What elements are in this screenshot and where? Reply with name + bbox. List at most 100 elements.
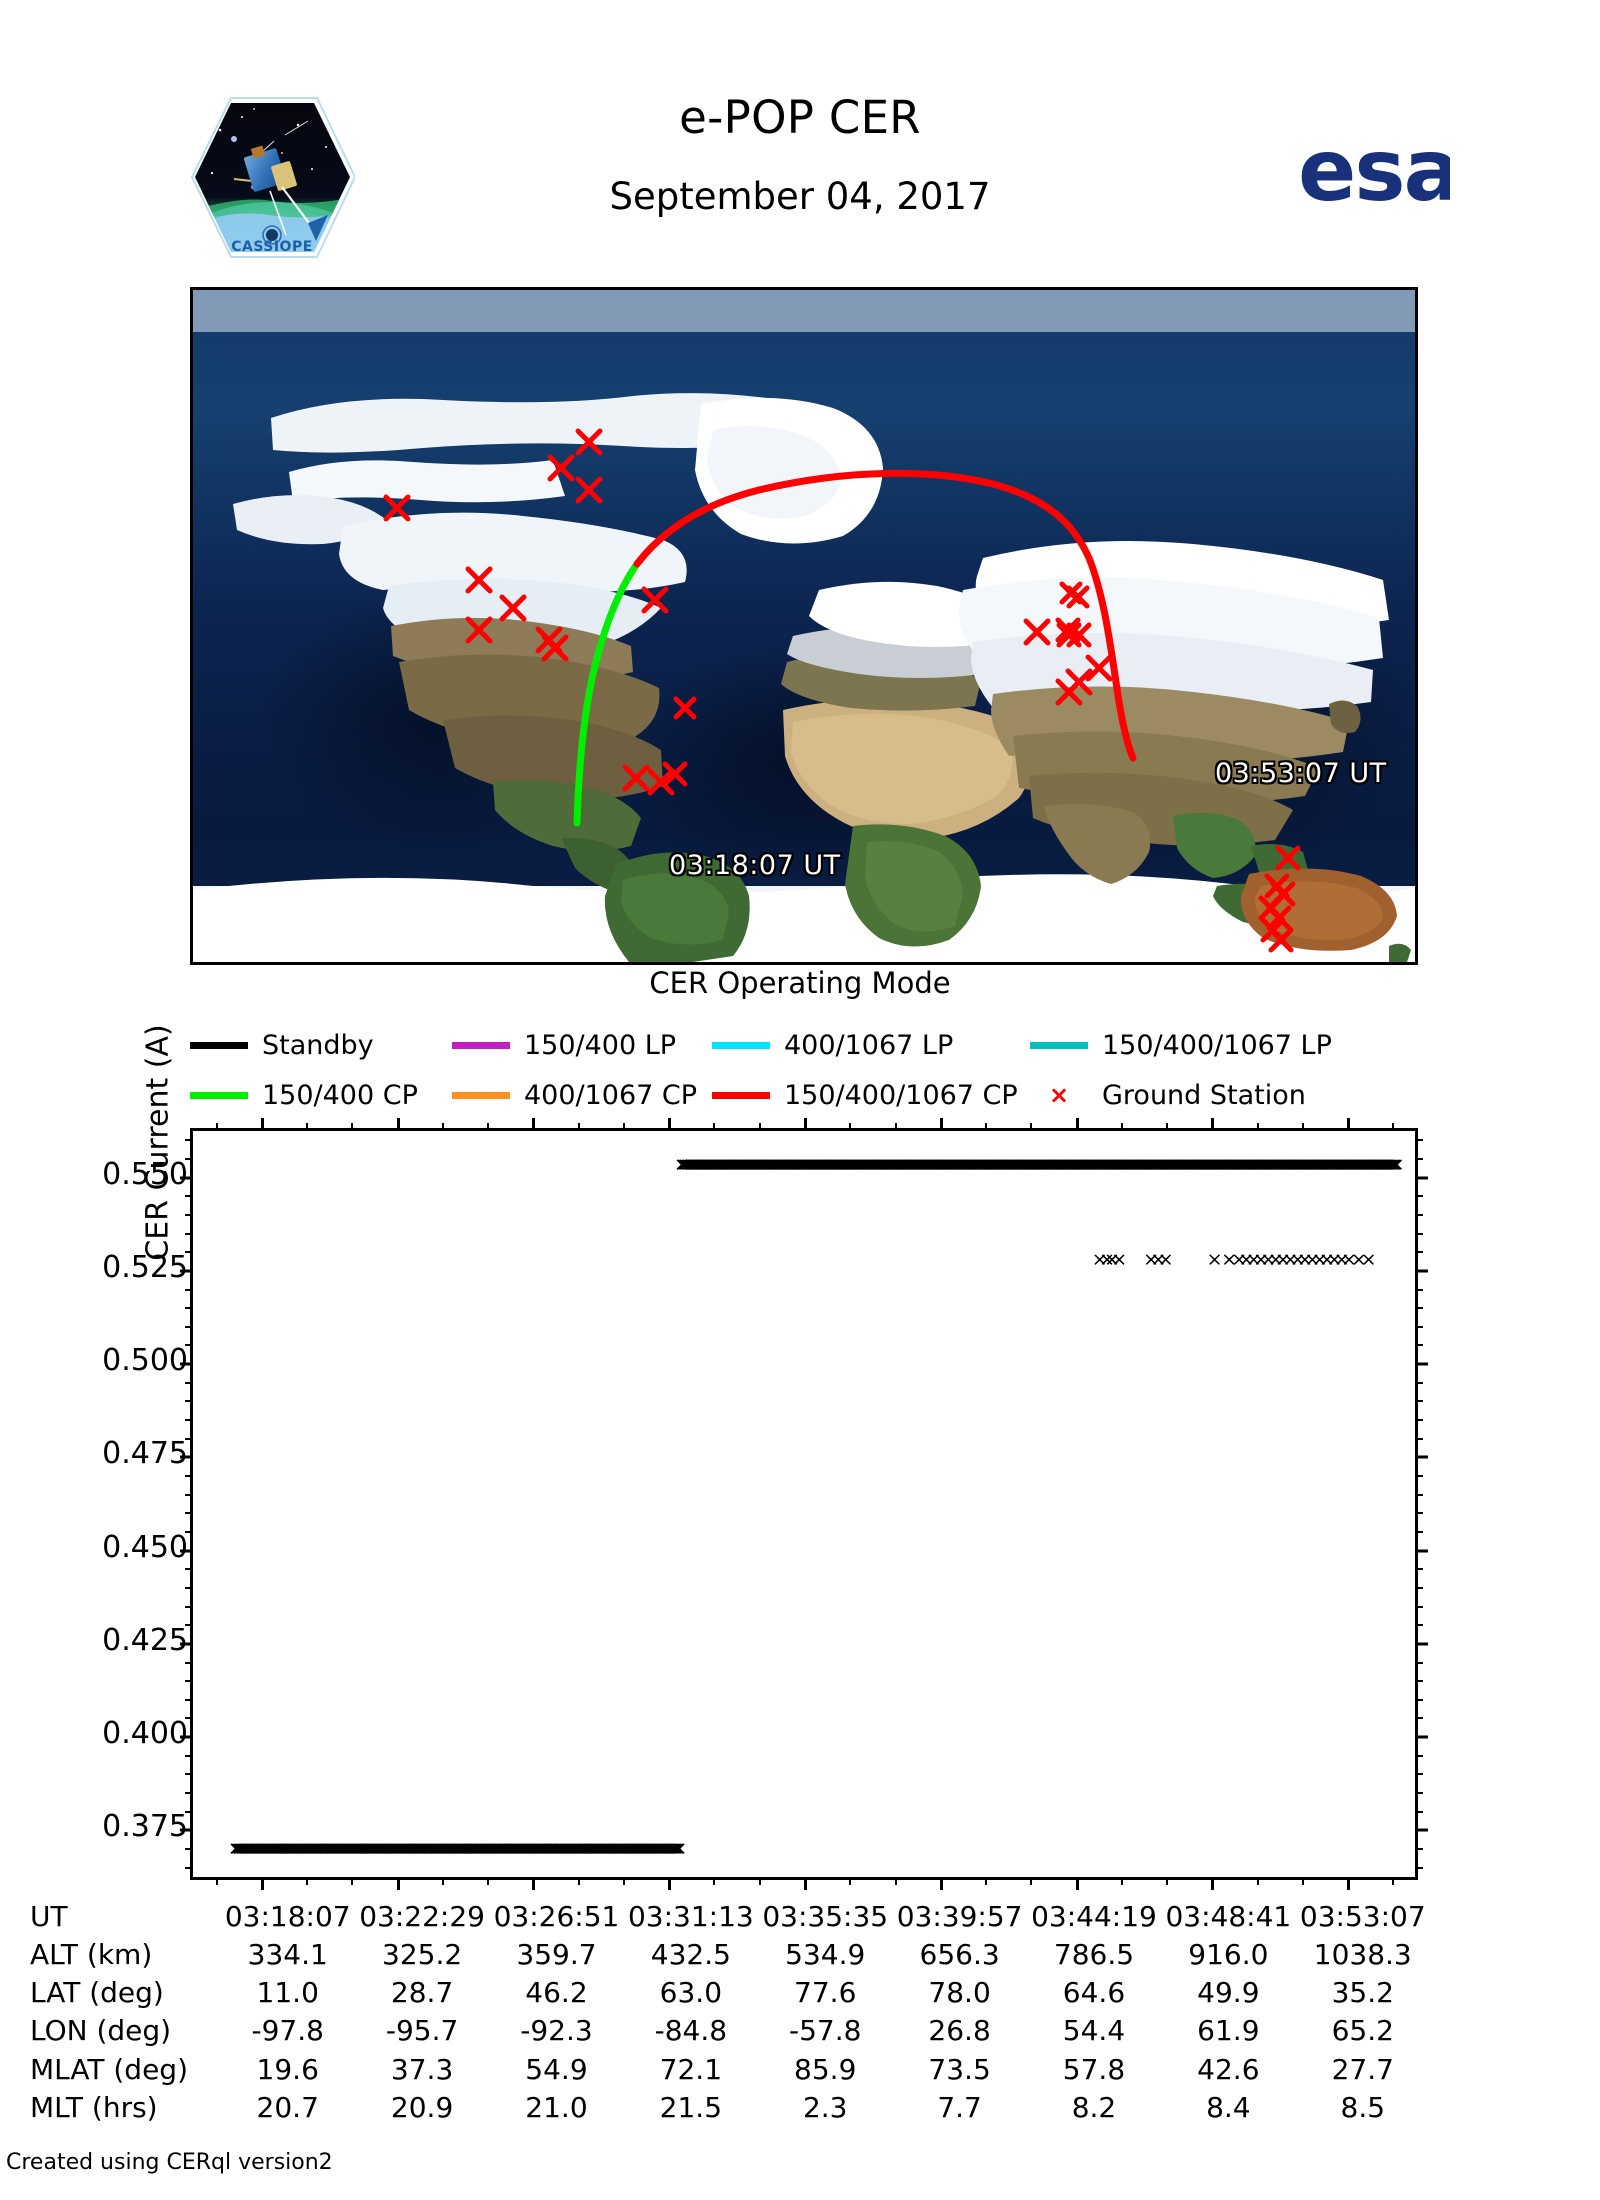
esa-logo-text: esa <box>1298 121 1450 218</box>
data-point: × <box>637 1837 654 1860</box>
y-tick-minor <box>1415 1437 1423 1440</box>
y-tick-minor <box>1415 1810 1423 1813</box>
data-point: × <box>935 1153 952 1176</box>
data-point: × <box>247 1837 264 1860</box>
data-point: × <box>635 1837 652 1860</box>
data-point: × <box>536 1837 553 1860</box>
data-point: × <box>757 1153 774 1176</box>
data-point: × <box>269 1837 286 1860</box>
data-point: × <box>420 1837 437 1860</box>
data-point: × <box>812 1153 829 1176</box>
data-point: × <box>242 1837 259 1860</box>
y-tick-minor <box>185 1400 193 1403</box>
table-cell: -57.8 <box>788 2014 862 2048</box>
y-tick-minor <box>185 1661 193 1664</box>
legend-row-1: Standby 150/400 LP 400/1067 LP 150/400/1… <box>190 1020 1430 1070</box>
data-point: × <box>698 1153 715 1176</box>
data-point: × <box>606 1837 623 1860</box>
y-tick-minor <box>185 1698 193 1701</box>
y-tick-minor <box>1415 1493 1423 1496</box>
data-point: × <box>471 1837 488 1860</box>
data-point: × <box>1035 1153 1052 1176</box>
legend-item-400-1067-lp[interactable]: 400/1067 LP <box>712 1032 1030 1059</box>
y-tick-minor <box>1415 1288 1423 1291</box>
data-point: × <box>982 1153 999 1176</box>
y-tick-minor <box>185 1680 193 1683</box>
y-tick-minor <box>1415 1419 1423 1422</box>
data-point: × <box>706 1153 723 1176</box>
data-point: × <box>745 1153 762 1176</box>
data-point: × <box>843 1153 860 1176</box>
data-point: × <box>1036 1153 1053 1176</box>
data-point: × <box>261 1837 278 1860</box>
y-tick-label: 0.475 <box>102 1436 188 1472</box>
data-point: × <box>971 1153 988 1176</box>
legend-item-150-400-1067-lp[interactable]: 150/400/1067 LP <box>1030 1032 1332 1059</box>
legend-item-150-400-1067-cp[interactable]: 150/400/1067 CP <box>712 1082 1030 1109</box>
y-tick-minor <box>185 1213 193 1216</box>
data-point: × <box>1019 1153 1036 1176</box>
data-point: × <box>734 1153 751 1176</box>
data-point: × <box>263 1837 280 1860</box>
legend-title: CER Operating Mode <box>649 966 951 1000</box>
legend-item-150-400-lp[interactable]: 150/400 LP <box>452 1032 712 1059</box>
orbit-ground-track-map[interactable]: 03:18:07 UT 03:53:07 UT <box>190 287 1418 965</box>
data-point: × <box>254 1837 271 1860</box>
data-point: × <box>778 1153 795 1176</box>
data-point: × <box>1030 1153 1047 1176</box>
legend-item-standby[interactable]: Standby <box>190 1032 452 1059</box>
data-point: × <box>374 1837 391 1860</box>
legend-label-400-1067-lp: 400/1067 LP <box>784 1029 954 1061</box>
map-end-time-label: 03:53:07 UT <box>1215 758 1387 789</box>
data-point: × <box>958 1153 975 1176</box>
table-cell: 65.2 <box>1331 2014 1394 2048</box>
footer-credit: Created using CERql version2 <box>6 2150 333 2175</box>
x-tick-minor <box>1120 1877 1123 1885</box>
x-tick-minor <box>487 1877 490 1885</box>
data-point: × <box>321 1837 338 1860</box>
data-point: × <box>870 1153 886 1176</box>
data-point: × <box>377 1837 394 1860</box>
data-point: × <box>564 1837 581 1860</box>
y-tick-minor <box>185 1475 193 1478</box>
y-tick-minor <box>1415 1624 1423 1627</box>
data-point: × <box>405 1837 422 1860</box>
legend-item-ground-station[interactable]: × Ground Station <box>1030 1082 1306 1109</box>
data-point: × <box>799 1153 816 1176</box>
cer-current-plot[interactable]: × × × × × × × × × × × × × × × × × × × × × × × × × × × × × × × × × × × × × × × ×… <box>180 1118 1428 1890</box>
data-point: × <box>288 1837 305 1860</box>
data-point: × <box>739 1153 756 1176</box>
data-point: × <box>1044 1153 1061 1176</box>
legend-item-150-400-cp[interactable]: 150/400 CP <box>190 1082 452 1109</box>
data-point: × <box>814 1153 830 1176</box>
data-point: × <box>272 1837 289 1860</box>
data-point: × <box>601 1837 618 1860</box>
table-cell: 54.9 <box>525 2052 588 2086</box>
data-point: × <box>924 1153 941 1176</box>
data-point: × <box>933 1153 950 1176</box>
data-point: × <box>891 1153 908 1176</box>
x-tick-minor <box>487 1123 490 1131</box>
x-tick-major <box>1211 1877 1215 1890</box>
table-cell: 46.2 <box>525 1976 588 2010</box>
data-point: × <box>296 1837 312 1860</box>
data-point: × <box>1206 1248 1223 1271</box>
data-point: × <box>873 1153 890 1176</box>
data-point: × <box>423 1837 440 1860</box>
data-point: × <box>770 1153 787 1176</box>
legend-item-400-1067-cp[interactable]: 400/1067 CP <box>452 1082 712 1109</box>
x-tick-major <box>1347 1877 1351 1890</box>
data-point: × <box>703 1153 720 1176</box>
data-point: × <box>445 1837 462 1860</box>
data-point: × <box>882 1153 899 1176</box>
data-point: × <box>386 1837 403 1860</box>
data-point: × <box>675 1153 692 1176</box>
y-tick-minor <box>1415 1251 1423 1254</box>
data-point: × <box>352 1837 369 1860</box>
data-point: × <box>711 1153 728 1176</box>
data-point: × <box>236 1837 253 1860</box>
data-point: × <box>385 1837 401 1860</box>
data-point: × <box>957 1153 974 1176</box>
data-point: × <box>823 1153 840 1176</box>
table-cell: -84.8 <box>654 2014 728 2048</box>
